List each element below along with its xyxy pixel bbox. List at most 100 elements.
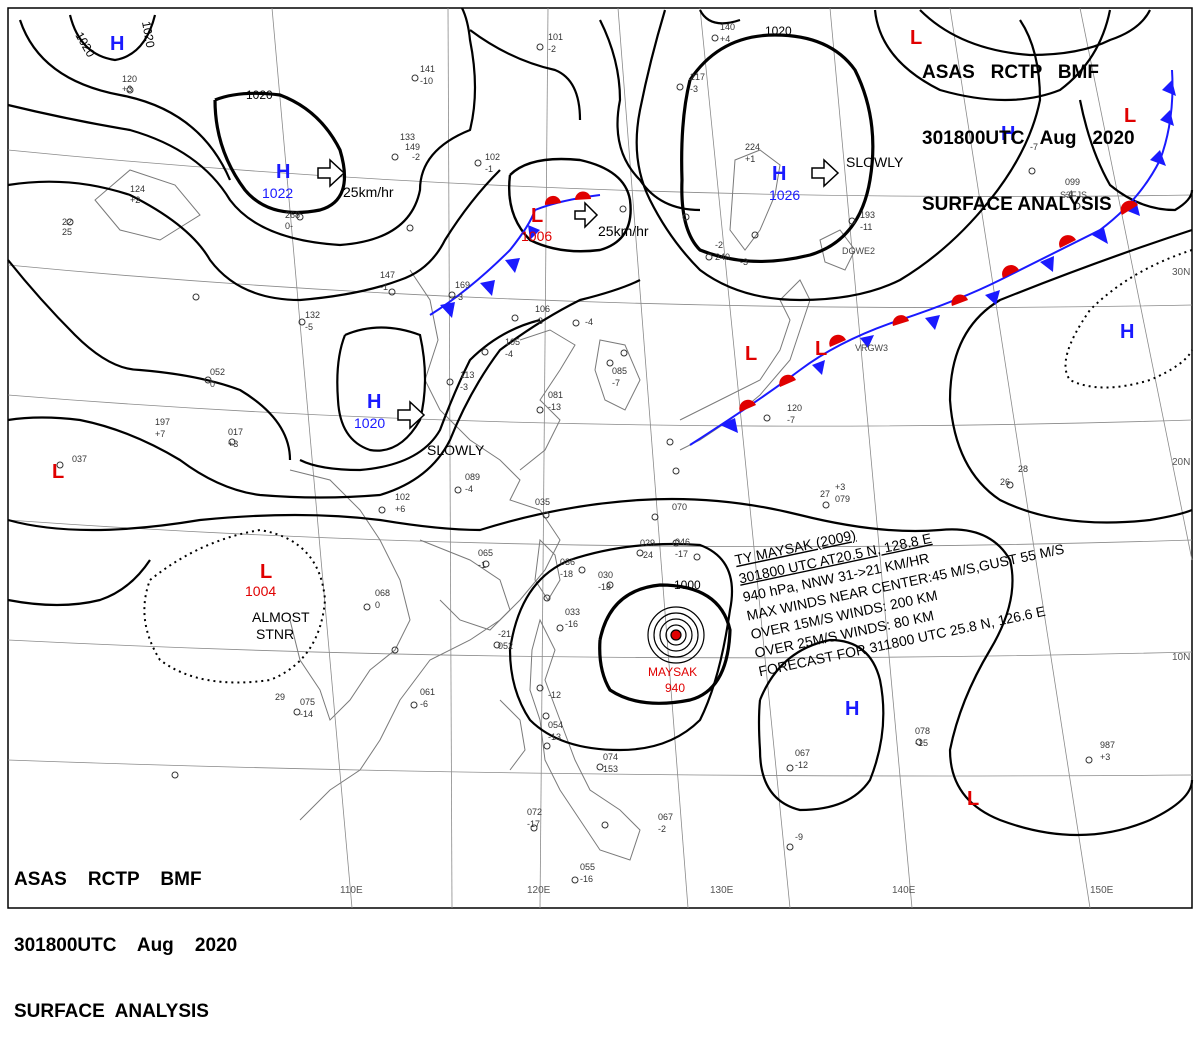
station-value: 102	[485, 152, 500, 162]
station-value: -1	[478, 560, 486, 570]
station-value: 0	[210, 379, 215, 389]
header-valid-time: 301800UTC Aug 2020	[14, 935, 238, 956]
station-value: 067	[658, 812, 673, 822]
station-value: -2	[715, 240, 723, 250]
station-value: +1	[745, 154, 755, 164]
station-value: -4	[1065, 189, 1073, 199]
station-value: -24	[640, 550, 653, 560]
low-center-symbol: L	[745, 343, 757, 365]
low-center-value: 1004	[245, 583, 276, 599]
station-value: -16	[565, 619, 578, 629]
station-value: 081	[548, 390, 563, 400]
ship-callsign: DGWE2	[842, 246, 875, 256]
station-value: -18	[560, 569, 573, 579]
low-center-symbol: L	[910, 27, 922, 49]
station-value: -6	[420, 699, 428, 709]
station-value: +3	[228, 439, 238, 449]
station-value: 085	[612, 366, 627, 376]
cold-front-barbs	[440, 80, 1176, 433]
station-value: -5	[305, 322, 313, 332]
station-value: 987	[1100, 740, 1115, 750]
high-center-symbol: H	[1120, 321, 1134, 343]
station-value: -2	[658, 824, 666, 834]
station-value: 120	[122, 74, 137, 84]
station-value: 067	[795, 748, 810, 758]
station-value: 27	[820, 489, 830, 499]
header-chart-type: SURFACE ANALYSIS	[14, 1001, 209, 1022]
dotted-isobars	[143, 249, 1193, 684]
high-center-symbol: H	[845, 698, 859, 720]
station-value: +3	[1100, 752, 1110, 762]
motion-label: SLOWLY	[846, 154, 904, 170]
station-value: 065	[478, 548, 493, 558]
station-value: -3	[740, 257, 748, 267]
station-value: +3	[835, 482, 845, 492]
station-value: 133	[400, 132, 415, 142]
station-value: -13	[548, 402, 561, 412]
surface-analysis-map: 1020 1020 1020 1020 1000 110E 120E 130E …	[7, 7, 1194, 909]
station-value: +6	[395, 504, 405, 514]
station-value: 029	[640, 538, 655, 548]
station-value: 036	[560, 557, 575, 567]
high-center-value: 1022	[262, 185, 293, 201]
station-value: 099	[1065, 177, 1080, 187]
station-value: -14	[300, 709, 313, 719]
longitude-label: 110E	[340, 885, 363, 896]
movement-labels: 25km/hr SLOWLY 25km/hr SLOWLY ALMOST STN…	[252, 154, 904, 642]
station-value: -3	[535, 316, 543, 326]
station-value: -3	[455, 292, 463, 302]
station-value: -16	[580, 874, 593, 884]
station-value: 22	[62, 217, 72, 227]
low-center-value: 1006	[521, 228, 552, 244]
station-value: 078	[915, 726, 930, 736]
station-value: -2	[548, 44, 556, 54]
longitude-label: 140E	[892, 885, 916, 896]
station-value: 017	[228, 427, 243, 437]
station-value: -15	[915, 738, 928, 748]
motion-label: 25km/hr	[343, 184, 394, 200]
station-value: 075	[300, 697, 315, 707]
station-value: +7	[155, 429, 165, 439]
station-value: 26	[1000, 477, 1010, 487]
station-value: 268	[285, 210, 300, 220]
station-value: 124	[130, 184, 145, 194]
high-center-symbol: H	[772, 163, 786, 185]
low-center-symbol: L	[967, 788, 979, 810]
latitude-longitude-grid	[7, 7, 1193, 909]
station-value: -3	[460, 382, 468, 392]
station-value: -17	[527, 819, 540, 829]
station-value: 28	[1018, 464, 1028, 474]
station-value: -12	[548, 690, 561, 700]
high-center-value: 1020	[354, 415, 385, 431]
station-value: -2	[412, 152, 420, 162]
motion-label: 25km/hr	[598, 223, 649, 239]
station-value: 072	[527, 807, 542, 817]
isobar-label: 1000	[674, 578, 701, 592]
low-center-symbol: L	[1124, 105, 1136, 127]
high-center-value: 1026	[769, 187, 800, 203]
station-value: 102	[395, 492, 410, 502]
station-value: 089	[465, 472, 480, 482]
station-value: 030	[598, 570, 613, 580]
station-observations: 101-2141-10102-1133149-2124+22680-147-11…	[62, 22, 1115, 884]
high-center-symbol: H	[1001, 123, 1015, 145]
station-value: -12	[795, 760, 808, 770]
station-value: 101	[548, 32, 563, 42]
station-value: +2	[130, 195, 140, 205]
station-value: 217	[690, 72, 705, 82]
low-center-symbol: L	[531, 205, 543, 227]
low-center-symbol: L	[260, 561, 272, 583]
station-value: -1	[380, 282, 388, 292]
isobars	[7, 7, 1194, 837]
station-value: 054	[548, 720, 563, 730]
station-value: 140	[720, 22, 735, 32]
low-center-symbol: L	[52, 461, 64, 483]
chart-header-bottom-left: ASAS RCTP BMF 301800UTC Aug 2020 SURFACE…	[14, 825, 237, 1045]
station-value: 147	[380, 270, 395, 280]
high-center-symbol: H	[276, 161, 290, 183]
station-value: 046	[675, 537, 690, 547]
station-value: 193	[860, 210, 875, 220]
station-value: -7	[787, 415, 795, 425]
station-value: -11	[860, 222, 872, 232]
warm-front-bumps	[544, 191, 1138, 412]
